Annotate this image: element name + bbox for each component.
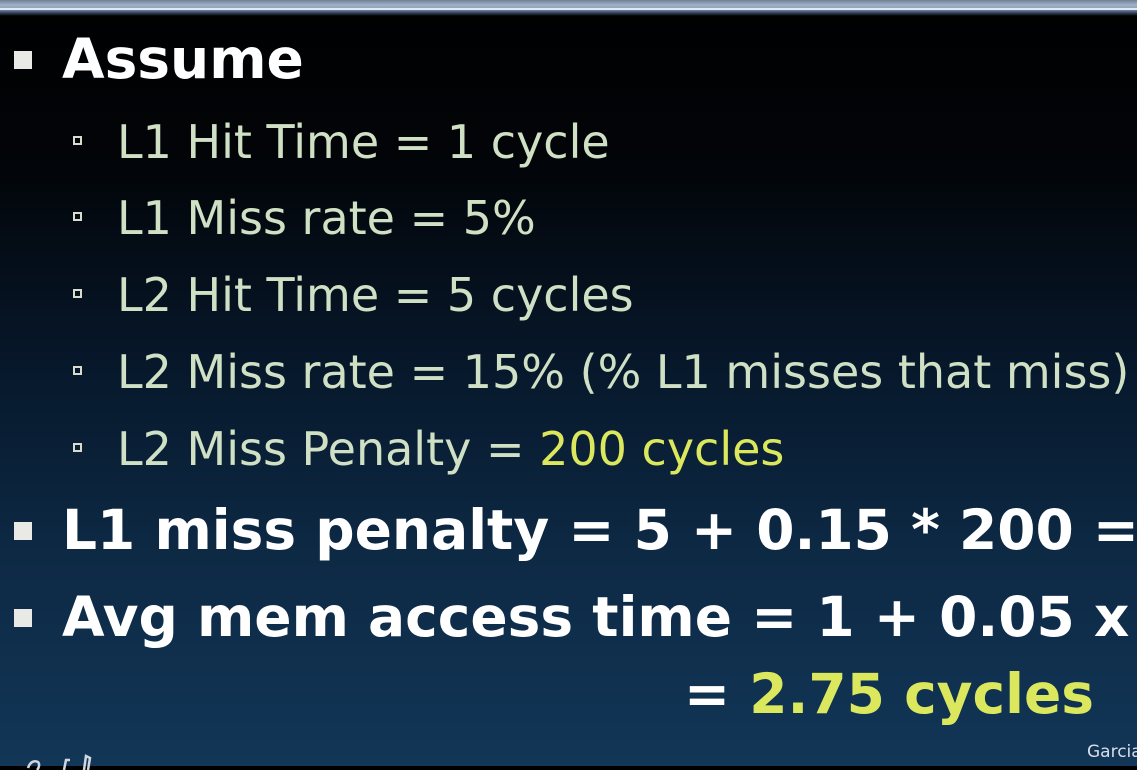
item-l2-hit-time: L2 Hit Time = 5 cycles — [117, 268, 634, 322]
result-equals: = — [684, 662, 750, 726]
footer-author-name: Garcia — [1087, 742, 1137, 762]
item-l1-miss-rate: L1 Miss rate = 5% — [117, 191, 536, 245]
bullet-square — [14, 609, 32, 627]
item-l2-miss-penalty: L2 Miss Penalty = 200 cycles — [117, 426, 784, 472]
sub-bullet-square — [73, 443, 82, 452]
bullet-assume: Assume — [62, 27, 304, 91]
bullet-square — [14, 51, 32, 69]
result-value: 2.75 cycles — [749, 662, 1095, 726]
bullet-square — [14, 522, 32, 540]
sub-bullet-square — [73, 366, 82, 375]
l2-miss-penalty-label: L2 Miss Penalty = — [117, 422, 540, 476]
item-l2-miss-rate: L2 Miss rate = 15% (% L1 misses that mis… — [117, 345, 1130, 399]
top-rule-line — [0, 8, 1137, 10]
l2-miss-penalty-value: 200 cycles — [539, 422, 785, 476]
sub-bullet-square — [73, 136, 82, 145]
bullet-avg-mem-access: Avg mem access time = 1 + 0.05 x 35 — [62, 585, 1137, 649]
bullet-l1-miss-penalty: L1 miss penalty = 5 + 0.15 * 200 = 35 — [62, 498, 1137, 562]
sub-bullet-square — [73, 212, 82, 221]
sub-bullet-square — [73, 289, 82, 298]
item-l1-hit-time: L1 Hit Time = 1 cycle — [117, 115, 610, 169]
top-rule — [0, 0, 1137, 16]
result-line: = 2.75 cycles — [684, 667, 1094, 722]
